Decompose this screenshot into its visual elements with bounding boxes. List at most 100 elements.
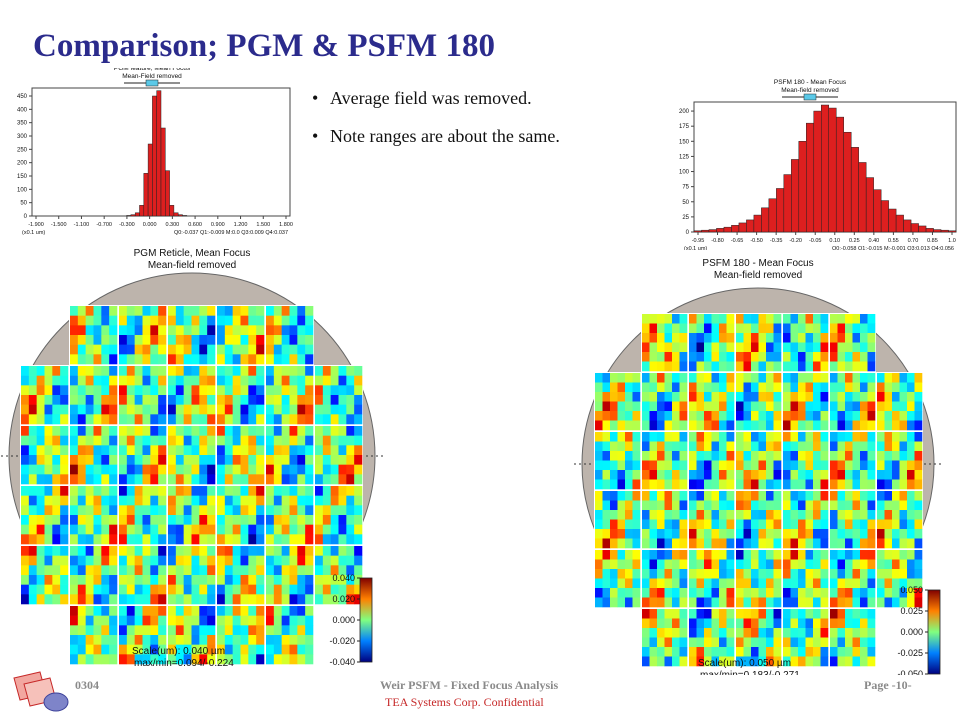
heat-cell (346, 375, 355, 386)
wafer-subtitle: Mean-field removed (714, 270, 802, 281)
heat-cell (719, 578, 727, 589)
heat-cell (191, 335, 200, 345)
heat-cell (93, 575, 102, 585)
heat-cell (892, 491, 900, 501)
heat-cell (207, 404, 216, 415)
heat-cell (224, 575, 233, 585)
heat-cell (183, 515, 192, 525)
heat-cell (632, 411, 641, 421)
heat-cell (860, 460, 868, 471)
heat-cell (642, 361, 650, 372)
heat-cell (689, 637, 697, 648)
heat-cell (168, 584, 177, 595)
heat-cell (85, 606, 94, 616)
heat-cell (289, 395, 298, 405)
heat-cell (168, 495, 177, 506)
heat-cell (602, 411, 611, 421)
heat-cell (719, 609, 727, 619)
heat-cell (867, 550, 876, 560)
heat-cell (813, 628, 821, 638)
heat-cell (830, 342, 838, 353)
heat-cell (852, 373, 861, 383)
heat-cell (183, 486, 192, 496)
heat-cell (248, 546, 257, 556)
heat-cell (632, 597, 641, 608)
heat-cell (704, 550, 712, 560)
wafer-title: PGM Reticle, Mean Focus (134, 248, 251, 259)
heat-cell (126, 344, 135, 355)
histogram-bar (776, 188, 785, 233)
heat-cell (207, 464, 216, 475)
heat-cell (813, 323, 821, 334)
heat-cell (617, 550, 626, 560)
heat-cell (142, 495, 151, 506)
heat-cell (751, 618, 759, 629)
heat-cell (217, 625, 226, 636)
heat-cell (150, 395, 159, 405)
heat-cell (751, 373, 759, 383)
heat-cell (632, 432, 641, 442)
heat-cell (134, 404, 143, 415)
exposure-field (216, 425, 265, 485)
heat-cell (820, 361, 829, 372)
heat-cell (704, 460, 712, 471)
heat-cell (805, 618, 814, 629)
heat-cell (845, 491, 853, 501)
heat-cell (602, 510, 611, 520)
heat-cell (679, 314, 688, 324)
heat-cell (289, 505, 298, 516)
heat-cell (672, 569, 680, 579)
heat-cell (77, 575, 86, 585)
bullet-item: • Average field was removed. (312, 88, 532, 108)
heat-cell (642, 578, 650, 589)
heat-cell (21, 594, 30, 605)
heat-cell (877, 538, 885, 549)
heat-cell (85, 575, 94, 585)
heat-cell (719, 361, 727, 372)
heat-cell (672, 411, 680, 421)
heat-cell (649, 411, 658, 421)
heat-cell (191, 575, 200, 585)
heat-cell (199, 644, 208, 655)
heat-cell (758, 500, 767, 511)
heat-cell (175, 455, 184, 465)
heat-cell (899, 470, 908, 480)
heat-cell (281, 615, 290, 626)
heat-cell (44, 445, 53, 456)
heat-cell (109, 625, 118, 636)
heat-cell (281, 395, 290, 405)
heat-cell (820, 628, 829, 638)
heat-cell (70, 644, 79, 655)
heat-cell (830, 491, 838, 501)
heat-cell (199, 375, 208, 386)
heat-cell (134, 344, 143, 355)
heat-cell (679, 618, 688, 629)
heat-cell (751, 432, 759, 442)
heat-cell (877, 569, 885, 579)
heat-cell (297, 474, 306, 485)
heat-cell (36, 455, 45, 465)
heat-cell (256, 344, 265, 355)
heat-cell (266, 594, 275, 605)
heat-cell (766, 382, 774, 393)
heat-cell (813, 559, 821, 570)
heat-cell (899, 529, 908, 539)
heat-cell (207, 515, 216, 525)
heat-cell (134, 325, 143, 336)
heat-cell (790, 420, 799, 431)
heat-cell (805, 628, 814, 638)
heat-cell (217, 644, 226, 655)
heat-cell (240, 404, 249, 415)
heat-cell (679, 441, 688, 452)
heat-cell (305, 344, 314, 355)
heat-cell (28, 515, 37, 525)
heat-cell (743, 519, 752, 530)
heat-cell (158, 635, 167, 645)
heat-cell (830, 432, 838, 442)
heat-cell (207, 375, 216, 386)
heat-cell (354, 486, 363, 496)
heat-cell (297, 584, 306, 595)
heat-cell (790, 361, 799, 372)
heat-cell (158, 515, 167, 525)
heat-cell (199, 464, 208, 475)
